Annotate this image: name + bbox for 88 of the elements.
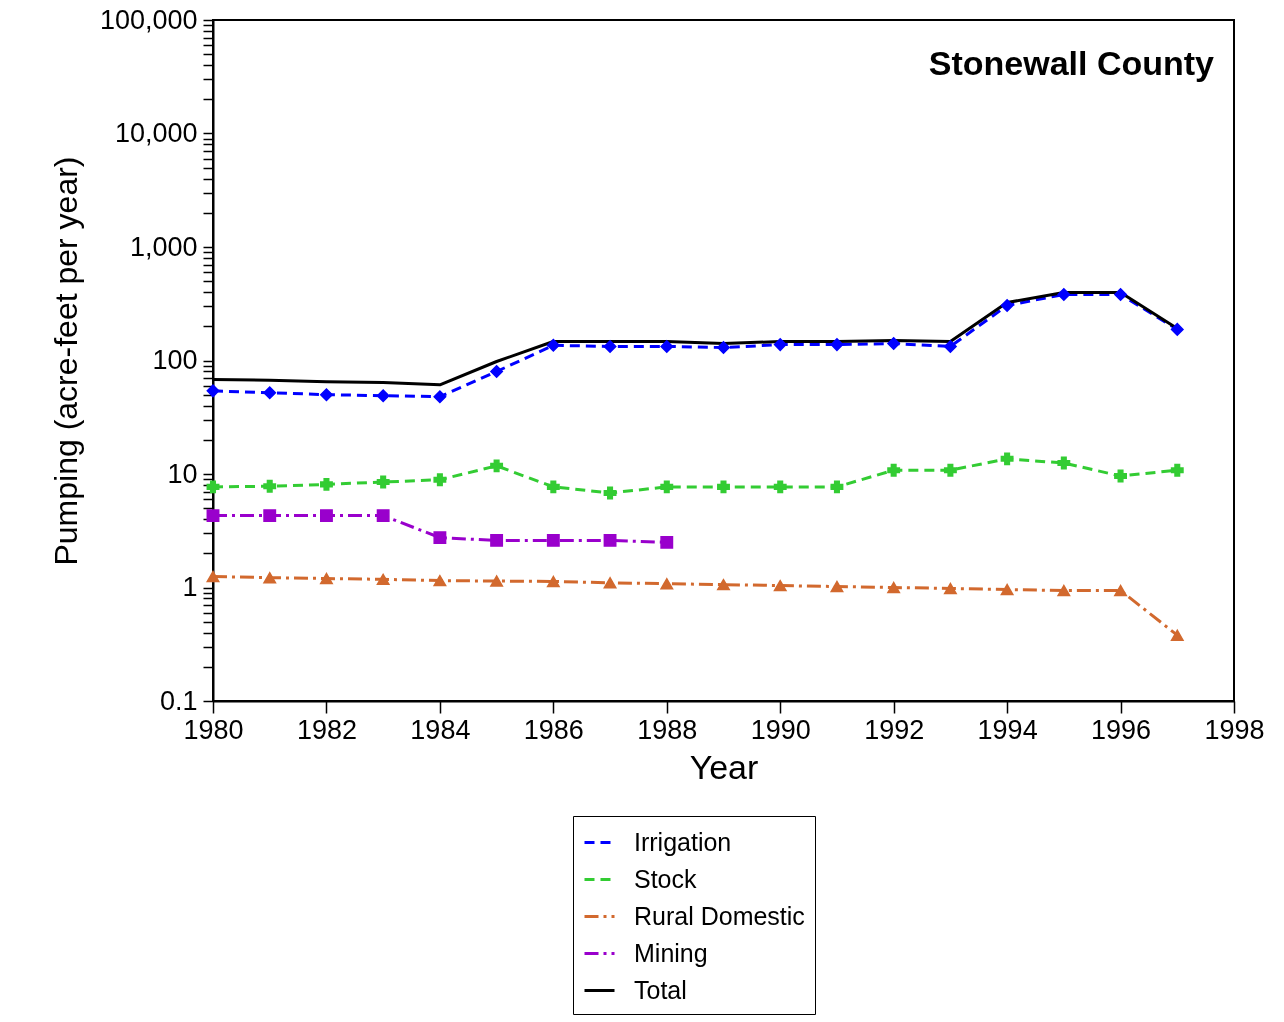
point [206,570,220,583]
point [830,480,844,494]
point [206,509,220,523]
x-tick-label: 1980 [183,714,244,745]
point [433,473,447,487]
point [1000,583,1014,596]
x-tick-label: 1994 [977,714,1038,745]
point [1000,299,1014,312]
legend-label: Mining [634,938,708,967]
point [490,365,504,378]
point [830,338,844,352]
point [546,480,560,494]
point [433,531,447,545]
point [830,580,844,593]
point [263,386,277,400]
point [263,509,277,523]
x-tick-label: 1996 [1091,714,1152,745]
point [773,579,787,592]
point [1170,463,1184,477]
point [546,575,560,588]
point [660,578,674,590]
y-tick-label: 100,000 [99,4,198,35]
point [376,389,390,403]
legend-label: Stock [634,864,698,893]
point [717,578,730,591]
x-tick-label: 1990 [750,714,811,745]
point [546,338,560,352]
point [1114,469,1128,483]
point [1114,287,1128,301]
y-tick-label: 100 [152,345,198,375]
point [1057,584,1071,597]
legend-label: Rural Domestic [634,901,805,930]
point [206,480,220,494]
point [263,479,277,493]
point [1057,456,1071,470]
text: Stonewall County [928,44,1215,82]
point [603,339,617,353]
point [319,477,333,491]
point [603,486,617,500]
point [887,337,901,351]
point [603,533,617,547]
legend-label: Irrigation [634,827,732,856]
x-tick-label: 1988 [637,714,698,745]
point [490,575,504,587]
point [1114,584,1128,597]
point [1170,629,1184,641]
point [943,463,957,477]
point [490,459,504,473]
point [1170,322,1184,336]
point [546,533,560,547]
y-tick-label: 0.1 [159,685,198,716]
point [1000,452,1014,466]
x-axis-title: Year [689,747,759,786]
point [319,388,333,402]
point [717,480,730,494]
point [490,533,504,547]
y-tick-label: 1 [182,572,198,602]
point [603,577,617,589]
y-tick-label: 10 [167,458,198,489]
point [887,463,901,477]
point [433,390,447,404]
point [660,535,674,549]
x-tick-label: 1992 [864,714,925,745]
point [376,509,390,523]
x-tick-label: 1982 [296,714,357,745]
y-tick-label: 1,000 [129,231,198,262]
point [376,573,390,586]
point [263,572,277,584]
point [887,581,901,594]
point [660,339,674,353]
point [943,339,957,353]
y-axis-title: Pumping (acre-feet per year) [47,156,84,566]
x-tick-label: 1984 [410,714,471,745]
x-tick-label: 1998 [1204,714,1265,745]
point [206,384,220,398]
point [376,475,390,489]
point [773,480,787,494]
point [660,480,674,494]
y-tick-label: 10,000 [114,118,198,148]
point [773,338,787,352]
point [717,341,730,355]
legend-label: Total [634,975,687,1004]
point [943,582,957,595]
point [433,574,447,587]
point [319,572,333,585]
point [1057,287,1071,301]
point [319,509,333,523]
x-tick-label: 1986 [523,714,584,745]
